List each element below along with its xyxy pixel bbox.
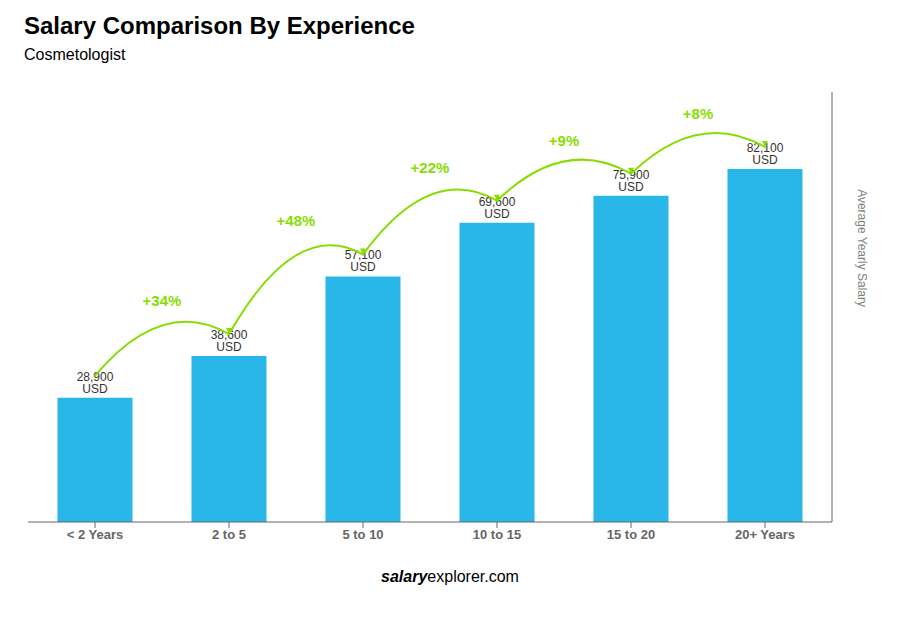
svg-text:20+ Years: 20+ Years (735, 527, 795, 542)
html-text:38,600: 38,600 (210, 328, 248, 342)
html-text:Cosmetologist: Cosmetologist (24, 46, 126, 63)
html-text:salary explorer.com: salary explorer.com (381, 568, 519, 585)
svg-text:57,100USD: 57,100USD (345, 248, 382, 274)
svg-text:75,900USD: 75,900USD (613, 168, 650, 194)
svg-text:2 to 5: 2 to 5 (212, 527, 246, 542)
svg-text:82,100USD: 82,100USD (747, 141, 784, 167)
svg-text:+8%: +8% (683, 105, 713, 122)
svg-text:+9%: +9% (549, 132, 579, 149)
html-text:USD: USD (216, 340, 242, 354)
svg-text:15 to 20: 15 to 20 (607, 527, 655, 542)
svg-text:5 to 10: 5 to 10 (342, 527, 383, 542)
svg-text:+22%: +22% (411, 159, 450, 176)
svg-text:10 to 15: 10 to 15 (473, 527, 521, 542)
svg-text:+48%: +48% (277, 212, 316, 229)
svg-text:< 2 Years: < 2 Years (67, 527, 124, 542)
svg-text:+34%: +34% (143, 292, 182, 309)
svg-text:28,900USD: 28,900USD (77, 370, 114, 396)
svg-text:Average Yearly Salary: Average Yearly Salary (855, 189, 869, 307)
svg-text:69,600USD: 69,600USD (479, 195, 516, 221)
html-text:Salary Comparison By Experienc: Salary Comparison By Experience (24, 12, 415, 39)
